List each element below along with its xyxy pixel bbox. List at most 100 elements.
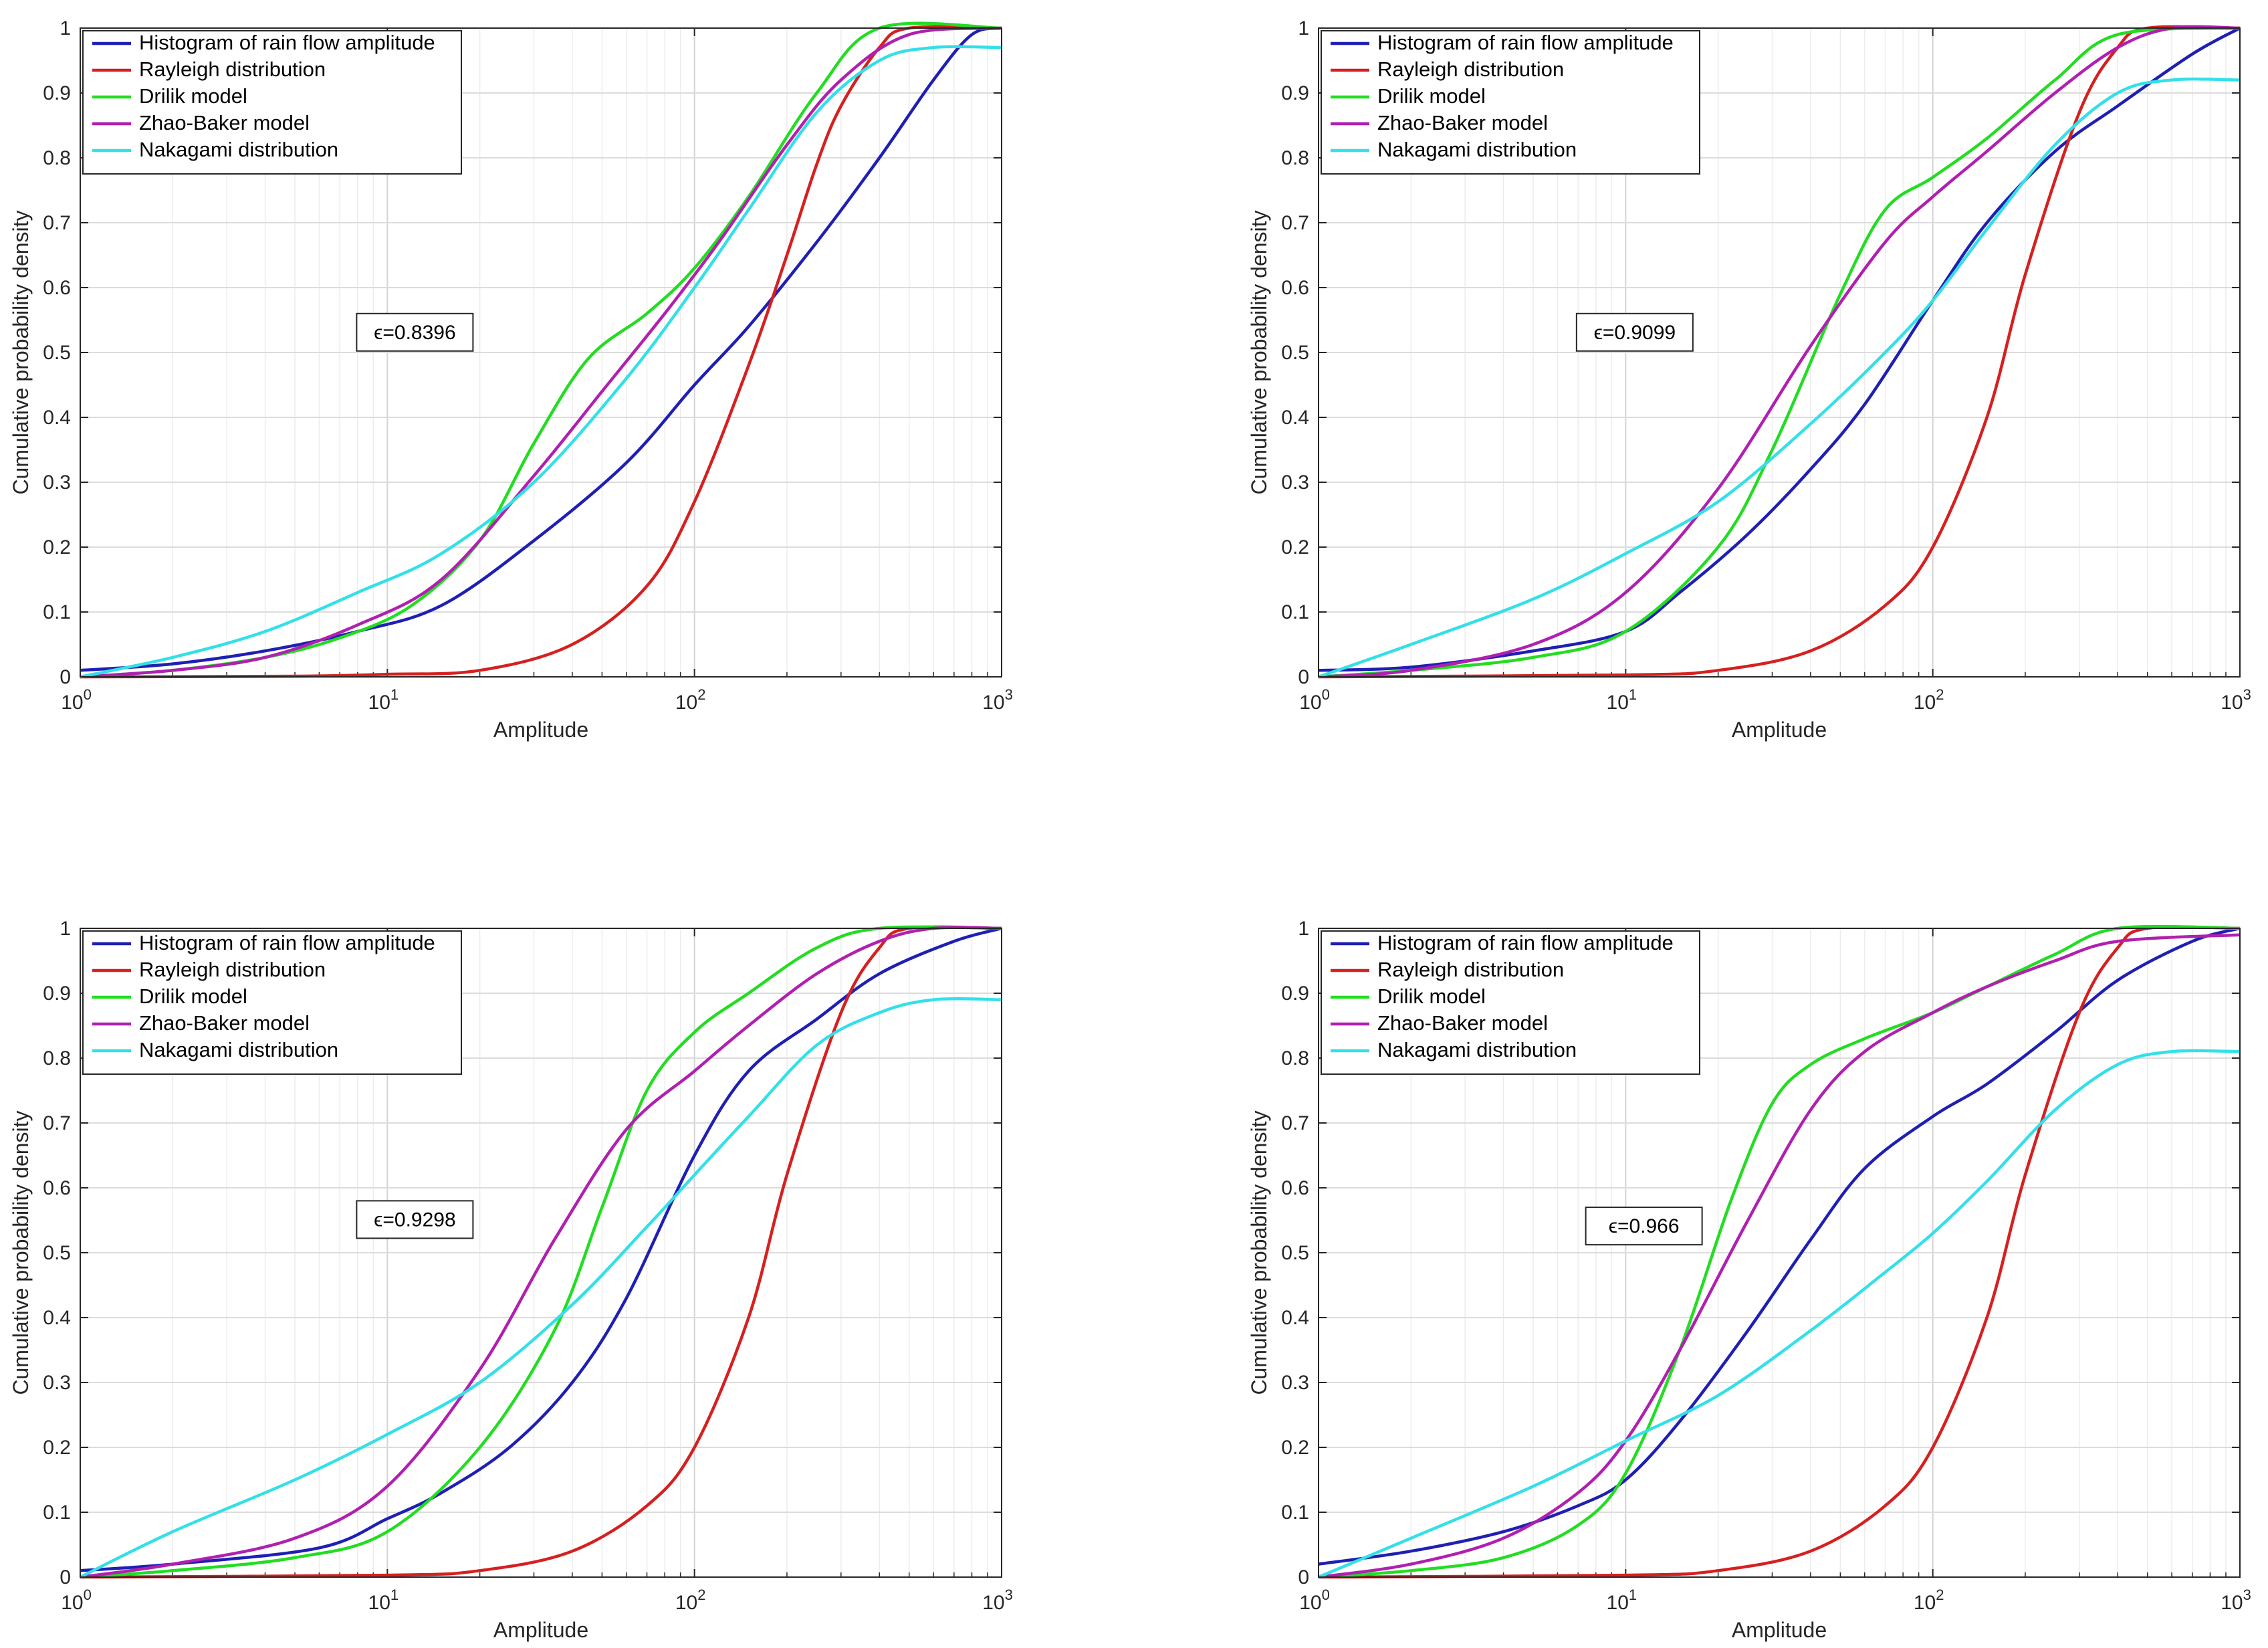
series-line-zhao-baker-model: [1318, 25, 2241, 679]
y-axis-label: Cumulative probability density: [9, 210, 33, 494]
series-line-nakagami-distribution: [1318, 77, 2241, 679]
plot-frame: [1318, 27, 2241, 678]
annotation-text: ϵ=0.9099: [1594, 322, 1676, 344]
y-tick-label: 0.6: [43, 277, 71, 299]
x-tick-label: 103: [2221, 1586, 2251, 1614]
x-tick-label: 100: [61, 1586, 92, 1614]
legend-entry-drilik-model: Drilik model: [139, 84, 247, 108]
y-tick-label: 0.4: [43, 407, 71, 429]
epsilon-annotation: ϵ=0.9099: [1575, 312, 1694, 352]
legend-entry-zhao-baker-model: Zhao-Baker model: [139, 111, 310, 134]
chart-panel-bottom-right: 100 101 102 103 0 0.1 0.2 0.3 0.4 0.5 0.6 0.7 0.8 0.…: [1247, 918, 2251, 1642]
y-tick-label: 0.3: [1281, 1372, 1309, 1394]
y-tick-label: 0.5: [43, 342, 71, 364]
y-tick-label: 1: [1298, 17, 1309, 39]
y-axis-label: Cumulative probability density: [9, 1110, 33, 1395]
plot-frame: [80, 27, 1002, 678]
series-line-histogram-of-rain-flow-amplitude: [1318, 27, 2241, 672]
x-tick-label: 102: [675, 1586, 706, 1614]
y-tick-label: 0.1: [1281, 601, 1309, 623]
x-axis-label: Amplitude: [493, 1618, 588, 1642]
x-tick-labels: 100 101 102 103: [1299, 28, 2251, 714]
y-tick-label: 0.2: [1281, 1437, 1309, 1459]
chart-panel-top-left: 100 101 102 103 0 0.1 0.2 0.3 0.4 0.5 0.6 0.7 0.8 0.…: [9, 17, 1013, 742]
x-tick-label: 101: [1607, 1586, 1637, 1614]
series-lines: [1318, 924, 2241, 1579]
legend: Histogram of rain flow amplitude Rayleigh…: [1321, 30, 1700, 175]
legend: Histogram of rain flow amplitude Rayleigh…: [82, 30, 462, 175]
y-tick-label: 0.5: [43, 1242, 71, 1264]
x-tick-label: 103: [2221, 686, 2251, 714]
y-tick-label: 0.8: [43, 147, 71, 169]
y-tick-label: 0.5: [1281, 342, 1309, 364]
annotation-text: ϵ=0.9298: [374, 1209, 456, 1231]
legend-entry-rayleigh-distribution: Rayleigh distribution: [1377, 958, 1564, 981]
y-tick-label: 0.7: [1281, 212, 1309, 234]
y-tick-label: 1: [60, 17, 71, 39]
series-line-drilik-model: [1318, 26, 2241, 679]
y-tick-label: 0.8: [1281, 147, 1309, 169]
x-tick-labels: 100 101 102 103: [1299, 928, 2251, 1614]
annotation-text: ϵ=0.8396: [374, 322, 456, 344]
y-tick-label: 0: [1298, 666, 1309, 688]
y-tick-label: 0.6: [1281, 1177, 1309, 1199]
legend-entry-histogram-of-rain-flow-amplitude: Histogram of rain flow amplitude: [139, 931, 435, 954]
series-lines: [80, 21, 1002, 679]
y-axis-label: Cumulative probability density: [1247, 210, 1271, 494]
x-tick-label: 102: [1914, 686, 1944, 714]
series-line-rayleigh-distribution: [80, 25, 1002, 679]
legend-entry-drilik-model: Drilik model: [139, 985, 247, 1008]
series-line-rayleigh-distribution: [80, 925, 1002, 1579]
y-tick-label: 0.1: [1281, 1502, 1309, 1524]
y-tick-label: 0.9: [43, 82, 71, 104]
plot-frame: [80, 928, 1002, 1578]
x-tick-label: 100: [1299, 686, 1330, 714]
y-tick-label: 0.1: [43, 601, 71, 623]
y-tick-label: 0: [1298, 1566, 1309, 1588]
annotation-box: [1585, 1207, 1703, 1246]
y-tick-label: 0.2: [43, 536, 71, 558]
y-tick-label: 0.9: [1281, 82, 1309, 104]
y-tick-label: 0.2: [1281, 536, 1309, 558]
y-tick-label: 0: [60, 1566, 71, 1588]
legend-box: [1321, 30, 1700, 175]
legend-entry-histogram-of-rain-flow-amplitude: Histogram of rain flow amplitude: [1377, 31, 1674, 54]
series-line-nakagami-distribution: [1318, 1049, 2241, 1579]
y-tick-label: 0.3: [43, 1372, 71, 1394]
legend-entry-nakagami-distribution: Nakagami distribution: [1377, 1038, 1577, 1061]
legend-box: [82, 930, 462, 1075]
x-tick-label: 102: [1914, 1586, 1944, 1614]
series-lines: [80, 925, 1002, 1579]
series-line-zhao-baker-model: [80, 26, 1002, 679]
legend-entry-histogram-of-rain-flow-amplitude: Histogram of rain flow amplitude: [1377, 931, 1674, 954]
annotation-box: [1575, 312, 1694, 352]
y-tick-label: 0.9: [1281, 983, 1309, 1005]
series-lines: [1318, 25, 2241, 679]
chart-panel-top-right: 100 101 102 103 0 0.1 0.2 0.3 0.4 0.5 0.6 0.7 0.8 0.…: [1247, 17, 2251, 742]
y-tick-label: 0.7: [1281, 1112, 1309, 1134]
legend: Histogram of rain flow amplitude Rayleigh…: [1321, 930, 1700, 1075]
y-tick-label: 0.9: [43, 983, 71, 1005]
x-axis-label: Amplitude: [1732, 718, 1827, 742]
x-tick-labels: 100 101 102 103: [61, 28, 1013, 714]
y-tick-labels: 0 0.1 0.2 0.3 0.4 0.5 0.6 0.7 0.8 0.9 1: [1281, 918, 2240, 1588]
legend-entry-histogram-of-rain-flow-amplitude: Histogram of rain flow amplitude: [139, 31, 435, 54]
y-tick-label: 0.5: [1281, 1242, 1309, 1264]
y-tick-label: 0.8: [43, 1047, 71, 1069]
y-tick-label: 0.8: [1281, 1047, 1309, 1069]
legend-entry-rayleigh-distribution: Rayleigh distribution: [139, 58, 326, 81]
epsilon-annotation: ϵ=0.9298: [356, 1200, 474, 1239]
x-tick-label: 102: [675, 686, 706, 714]
y-tick-label: 0.4: [1281, 1307, 1309, 1329]
x-tick-label: 100: [61, 686, 92, 714]
legend: Histogram of rain flow amplitude Rayleigh…: [82, 930, 462, 1075]
series-line-nakagami-distribution: [80, 997, 1002, 1579]
annotation-text: ϵ=0.966: [1609, 1215, 1680, 1237]
legend-entry-nakagami-distribution: Nakagami distribution: [139, 138, 338, 161]
legend-entry-zhao-baker-model: Zhao-Baker model: [139, 1011, 310, 1035]
series-line-histogram-of-rain-flow-amplitude: [1318, 926, 2241, 1566]
series-line-drilik-model: [80, 925, 1002, 1579]
x-tick-label: 101: [1607, 686, 1637, 714]
y-tick-label: 0.1: [43, 1502, 71, 1524]
y-tick-label: 0: [60, 666, 71, 688]
